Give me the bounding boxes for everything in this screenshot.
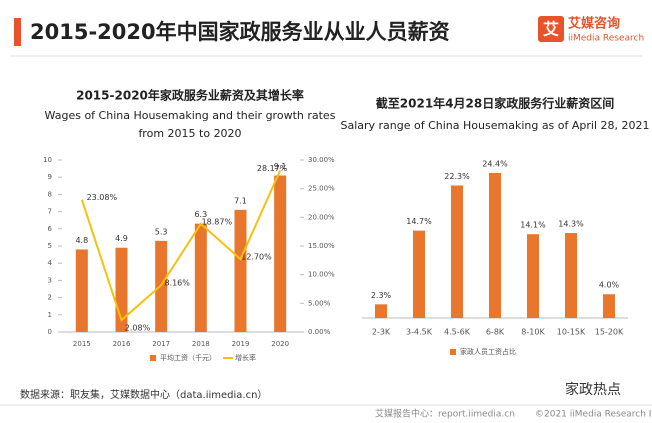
- x-tick-label: 8-10K: [521, 328, 545, 337]
- bar: [451, 185, 463, 318]
- x-tick-label: 10-15K: [557, 328, 586, 337]
- x-tick-label: 2017: [152, 340, 170, 348]
- data-label: 22.3%: [444, 172, 470, 181]
- legend-label: 增长率: [235, 353, 256, 362]
- legend-swatch: [150, 355, 156, 361]
- data-label: 24.4%: [482, 160, 508, 169]
- data-label: 14.3%: [558, 220, 584, 229]
- title-marker: [14, 18, 21, 46]
- chart-title: 2015-2020年家政服务业薪资及其增长率: [76, 88, 304, 103]
- footer-right: ©2021 iiMedia Research Inc: [535, 410, 652, 420]
- bar: [527, 234, 539, 318]
- bar: [375, 304, 387, 318]
- bar: [565, 233, 577, 318]
- x-tick-label: 3-4.5K: [406, 328, 433, 337]
- bar: [194, 223, 207, 332]
- y2-tick-label: 30.00%: [308, 156, 335, 164]
- y-tick-label: 3: [48, 276, 52, 284]
- data-label: 14.7%: [406, 217, 432, 226]
- y-tick-label: 6: [48, 225, 53, 233]
- x-tick-label: 2020: [271, 340, 289, 348]
- y-tick-label: 1: [48, 311, 52, 319]
- chart-title: 截至2021年4月28日家政服务行业薪资区间: [376, 96, 614, 111]
- data-label: 9.1: [274, 162, 287, 171]
- chart-subtitle: Wages of China Housemaking and their gro…: [45, 109, 336, 122]
- logo-text: 艾媒咨询: [568, 16, 620, 32]
- line: [80, 170, 282, 322]
- chart-subtitle: Salary range of China Housemaking as of …: [340, 119, 649, 132]
- data-label: 28.17%: [257, 164, 288, 173]
- y2-tick-label: 5.00%: [308, 299, 331, 307]
- y-tick-label: 0: [48, 328, 52, 336]
- legend-label: 家政人员工资占比: [460, 347, 516, 356]
- data-label: 14.1%: [520, 221, 546, 230]
- y-tick-label: 7: [48, 208, 52, 216]
- data-label: 7.1: [234, 196, 247, 205]
- data-label: 6.3: [194, 210, 207, 219]
- x-tick-label: 2-3K: [372, 328, 391, 337]
- logo-icon: [538, 16, 564, 42]
- y2-tick-label: 25.00%: [308, 185, 335, 193]
- y-tick-label: 9: [48, 173, 52, 181]
- x-tick-label: 2015: [73, 340, 91, 348]
- x-tick-label: 6-8K: [486, 328, 505, 337]
- data-label: 12.70%: [241, 253, 272, 262]
- data-label: 2.3%: [371, 291, 392, 300]
- bar: [274, 175, 287, 332]
- y2-tick-label: 0.00%: [308, 328, 331, 336]
- legend-label: 平均工资（千元）: [160, 353, 216, 362]
- footer-left: 艾媒报告中心：report.iimedia.cn: [375, 408, 515, 420]
- watermark: 家政热点: [565, 381, 621, 398]
- bar: [234, 209, 247, 332]
- data-label: 5.3: [155, 227, 168, 236]
- bar: [413, 230, 425, 318]
- y-tick-label: 10: [43, 156, 52, 164]
- page-title: 2015-2020年中国家政服务业从业人员薪资: [30, 20, 450, 44]
- bar: [489, 173, 501, 318]
- x-tick-label: 2016: [113, 340, 131, 348]
- y2-tick-label: 20.00%: [308, 213, 335, 221]
- y2-tick-label: 10.00%: [308, 271, 335, 279]
- data-label: 4.8: [75, 236, 88, 245]
- x-tick-label: 15-20K: [595, 328, 624, 337]
- y-tick-label: 2: [48, 294, 52, 302]
- legend-swatch: [450, 349, 456, 355]
- bar: [603, 294, 615, 318]
- data-label: 18.87%: [202, 217, 233, 226]
- bar: [75, 249, 88, 332]
- data-label: 23.08%: [87, 193, 118, 202]
- y-tick-label: 5: [48, 242, 52, 250]
- logo-glyph: 艾: [543, 20, 559, 39]
- data-label: 2.08%: [125, 324, 151, 333]
- x-tick-label: 4.5-6K: [444, 328, 471, 337]
- y2-tick-label: 15.00%: [308, 242, 335, 250]
- source: 数据来源：职友集，艾媒数据中心（data.iimedia.cn）: [20, 388, 267, 401]
- data-label: 8.16%: [164, 279, 190, 288]
- data-label: 4.0%: [599, 281, 620, 290]
- y-tick-label: 4: [48, 259, 53, 267]
- x-tick-label: 2019: [232, 340, 250, 348]
- y-tick-label: 8: [48, 190, 52, 198]
- chart-subtitle: from 2015 to 2020: [138, 127, 241, 140]
- data-label: 4.9: [115, 234, 128, 243]
- logo-en: iiMedia Research: [568, 34, 644, 44]
- x-tick-label: 2018: [192, 340, 210, 348]
